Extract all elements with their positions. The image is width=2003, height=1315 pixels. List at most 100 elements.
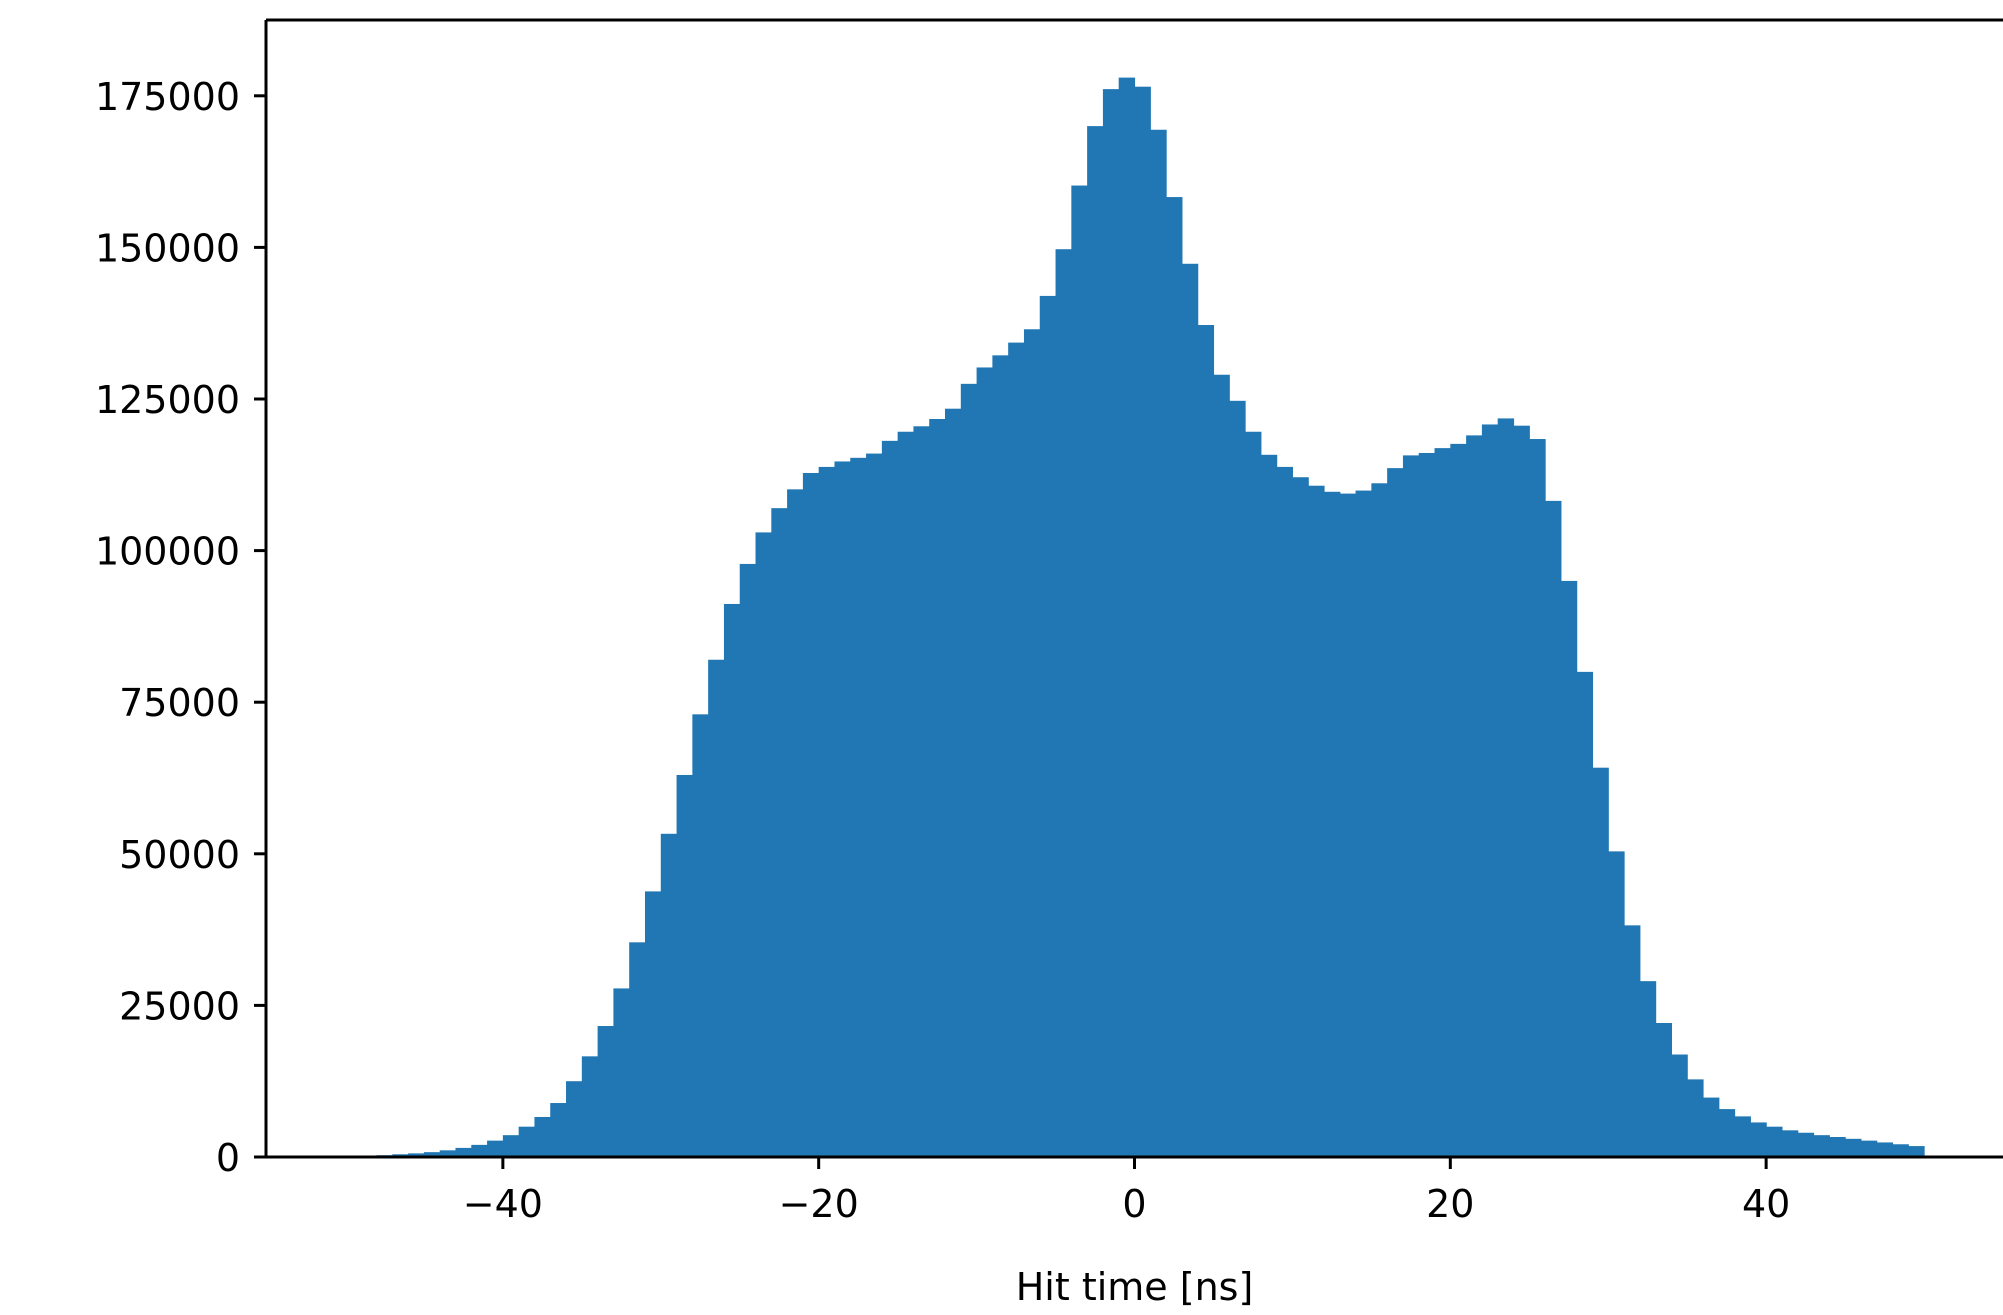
histogram-bar [1734,1116,1751,1157]
histogram-bar [1797,1132,1815,1157]
histogram-bar [1323,491,1341,1158]
x-tick-label: −20 [779,1182,859,1226]
histogram-bar [723,603,741,1157]
histogram-bar [1624,925,1641,1157]
histogram-bar [897,431,915,1157]
histogram-bar [834,461,851,1157]
histogram-bar [1118,77,1136,1157]
histogram-bar [597,1026,614,1157]
histogram-bar [1576,671,1594,1157]
histogram-bar [1497,418,1515,1157]
histogram-bar [1434,448,1451,1157]
histogram-bar [692,714,709,1157]
y-tick-label: 75000 [119,681,240,725]
histogram-bar [866,453,883,1157]
histogram-bar [929,419,946,1157]
histogram-bar [1608,851,1625,1157]
histogram-bar [629,942,646,1157]
y-tick-label: 125000 [95,378,240,422]
histogram-bar [802,472,820,1157]
histogram-bar [660,833,678,1157]
histogram-bar [1845,1138,1862,1157]
histogram-bar [455,1147,472,1157]
histogram-bar [487,1140,504,1157]
histogram-bar [1671,1054,1688,1157]
histogram-bar [613,988,630,1157]
histogram-bar [439,1150,457,1157]
histogram-bar [1134,86,1151,1158]
histogram-bar [1339,493,1357,1157]
histogram-bar [1229,400,1246,1157]
histogram-bar [913,426,930,1158]
histogram-bar [1371,483,1388,1157]
histogram-bar [1513,425,1530,1157]
x-tick-label: −40 [463,1182,543,1226]
y-tick-label: 0 [216,1136,240,1180]
x-axis-label: Hit time [ns] [1016,1265,1254,1309]
histogram-bar [1813,1135,1830,1157]
histogram-bar [581,1056,599,1157]
histogram-bar [1039,295,1057,1157]
histogram-bar [1418,452,1436,1157]
histogram-bar [739,563,757,1157]
histogram-bar [945,408,962,1157]
histogram-bar [566,1081,583,1157]
histogram-bar [1181,263,1199,1157]
x-tick-label: 40 [1742,1182,1790,1226]
histogram-bar [1655,1022,1672,1157]
histogram-bar [1560,580,1578,1157]
histogram-bar [1260,454,1278,1157]
histogram-bar [1402,455,1420,1157]
y-axis-ticks: 0 25000 50000 75000 100000 125000 150000 175000 [95,75,266,1180]
histogram-bar [1702,1097,1720,1157]
histogram-bar [408,1153,425,1157]
histogram-bar [708,659,725,1157]
histogram-bar [1781,1130,1799,1157]
histogram-bar [1087,126,1104,1158]
histogram-bar [1308,485,1325,1157]
histogram-bar [423,1152,441,1157]
x-axis-ticks: −40 −20 0 20 40 [463,1157,1790,1226]
histogram-bar [550,1103,567,1157]
histogram-bar [1450,443,1467,1157]
histogram-bar [787,489,804,1157]
histogram-bar [1008,342,1025,1157]
histogram-bars [344,77,1925,1158]
histogram-bar [976,367,993,1158]
y-tick-label: 175000 [95,75,240,119]
histogram-bar [1766,1126,1783,1157]
histogram-bar [676,774,693,1157]
histogram-bar [1545,500,1562,1157]
histogram-bar [1197,325,1215,1158]
histogram-bar [1529,439,1546,1157]
histogram-bar [1387,468,1404,1157]
histogram-bar [502,1135,520,1157]
histogram-bar [1481,424,1499,1157]
x-tick-label: 0 [1122,1182,1146,1226]
histogram-bar [1213,374,1230,1157]
histogram-bar [1023,329,1041,1157]
histogram-bar [471,1144,488,1157]
histogram-bar [1245,431,1262,1157]
histogram-bar [881,440,899,1157]
histogram-bar [1276,466,1294,1157]
histogram-bar [960,383,978,1158]
y-tick-label: 25000 [119,984,240,1028]
y-tick-label: 50000 [119,833,240,877]
histogram-bar [992,355,1009,1157]
histogram-bar [644,891,662,1157]
histogram-bar [818,466,836,1157]
histogram-bar [1860,1140,1878,1157]
histogram-bar [1071,185,1088,1158]
histogram-bar [1750,1122,1767,1157]
histogram-bar [1829,1136,1846,1157]
histogram-bar [771,508,788,1158]
histogram-bar [534,1116,551,1157]
histogram-bar [1639,981,1657,1157]
histogram-bar [1166,197,1183,1158]
y-tick-label: 100000 [95,530,240,574]
y-tick-label: 150000 [95,226,240,270]
histogram-bar [1055,249,1072,1158]
histogram-bar [755,532,772,1157]
